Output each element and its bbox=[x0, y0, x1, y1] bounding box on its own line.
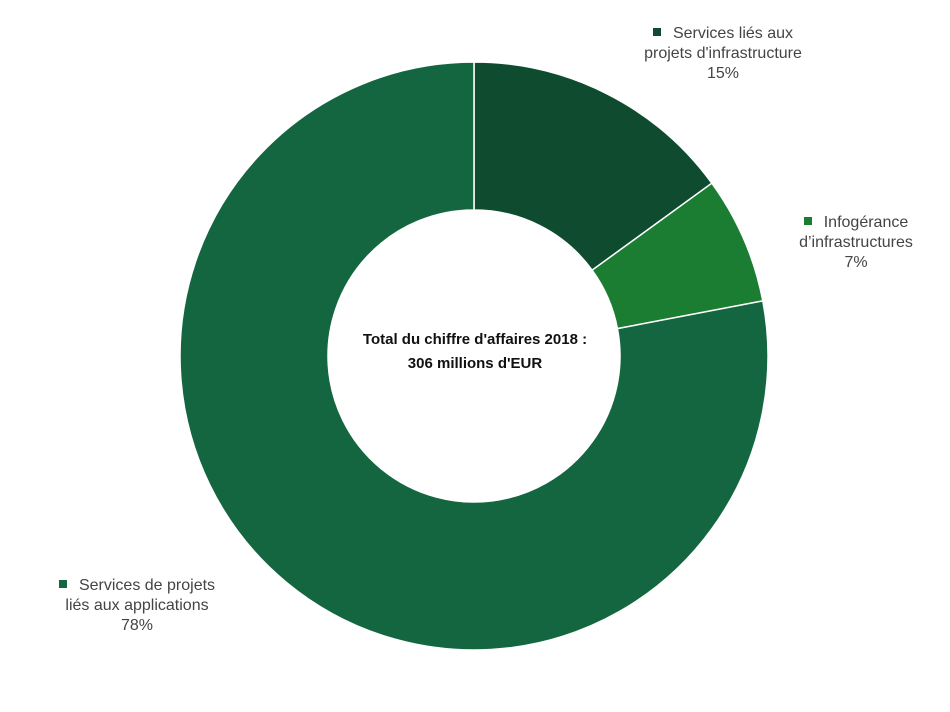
center-total-label: Total du chiffre d'affaires 2018 : 306 m… bbox=[330, 328, 620, 376]
slices-group bbox=[179, 61, 769, 651]
slice-application-projects bbox=[179, 61, 769, 651]
legend-entry-infrastructure-outsourcing: Infogérance d’infrastructures 7% bbox=[776, 213, 936, 273]
legend-marker-square-icon bbox=[58, 580, 67, 588]
legend-entry-application-projects: Services de projets liés aux application… bbox=[32, 576, 242, 636]
legend-value-label: 7% bbox=[844, 254, 868, 271]
legend-value-label: 15% bbox=[706, 65, 740, 82]
legend-marker-square-icon bbox=[803, 217, 812, 225]
legend-marker-square-icon bbox=[652, 28, 661, 36]
legend-label-line-1: Services liés aux bbox=[672, 25, 794, 42]
center-text-line-1: Total du chiffre d'affaires 2018 : bbox=[362, 331, 588, 348]
legend-value-label: 78% bbox=[120, 617, 154, 634]
legend-entry-infrastructure-projects: Services liés aux projets d'infrastructu… bbox=[618, 24, 828, 84]
legend-label-line-2: projets d'infrastructure bbox=[644, 45, 802, 62]
legend-label-line-1: Infogérance bbox=[823, 214, 909, 231]
slice-infrastructure-projects bbox=[473, 61, 713, 272]
legend-label-line-2: liés aux applications bbox=[65, 597, 209, 614]
legend-label-line-1: Services de projets bbox=[78, 577, 216, 594]
center-text-line-2: 306 millions d'EUR bbox=[407, 355, 543, 372]
legend-label-line-2: d’infrastructures bbox=[799, 234, 913, 251]
